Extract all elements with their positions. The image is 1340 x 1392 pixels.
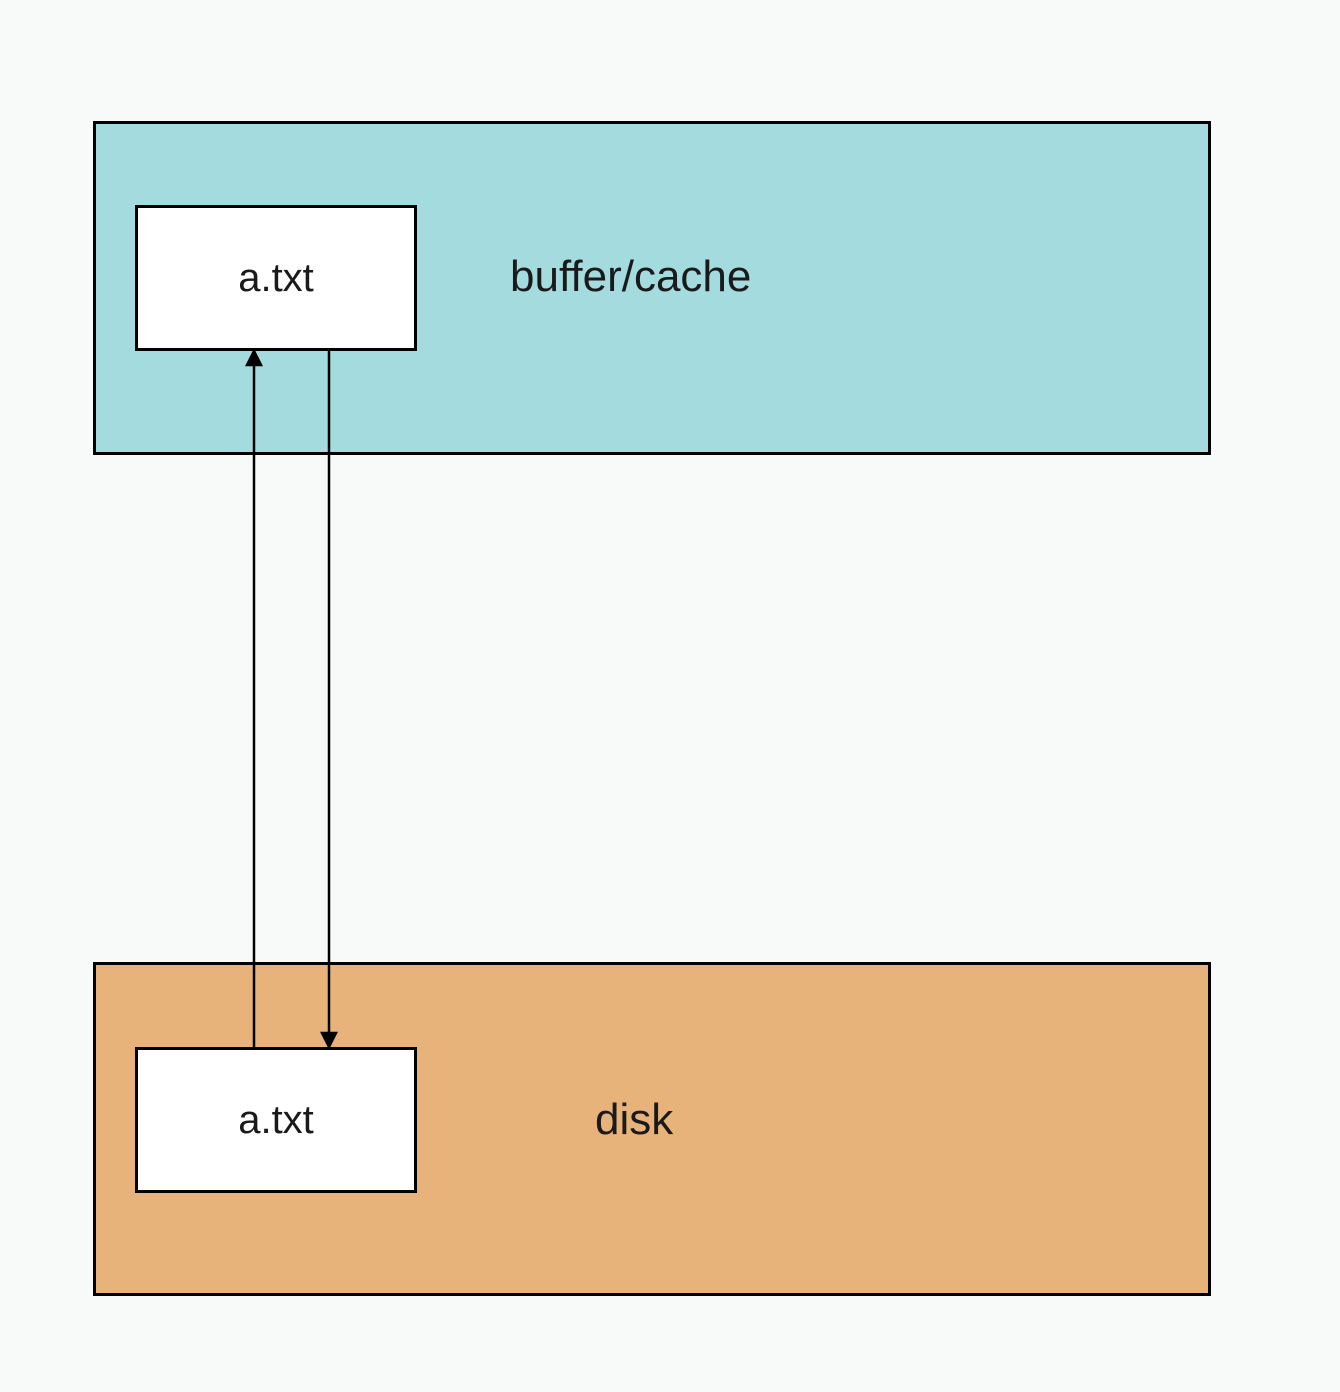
region-disk-label: disk bbox=[595, 1095, 673, 1145]
file-node-top: a.txt bbox=[135, 205, 417, 351]
region-buffer-cache-label: buffer/cache bbox=[510, 252, 751, 302]
region-label-text: buffer/cache bbox=[510, 252, 751, 301]
diagram-canvas: buffer/cache disk a.txt a.txt bbox=[0, 0, 1340, 1392]
file-node-label: a.txt bbox=[238, 1098, 314, 1143]
file-node-bottom: a.txt bbox=[135, 1047, 417, 1193]
region-label-text: disk bbox=[595, 1095, 673, 1144]
file-node-label: a.txt bbox=[238, 256, 314, 301]
